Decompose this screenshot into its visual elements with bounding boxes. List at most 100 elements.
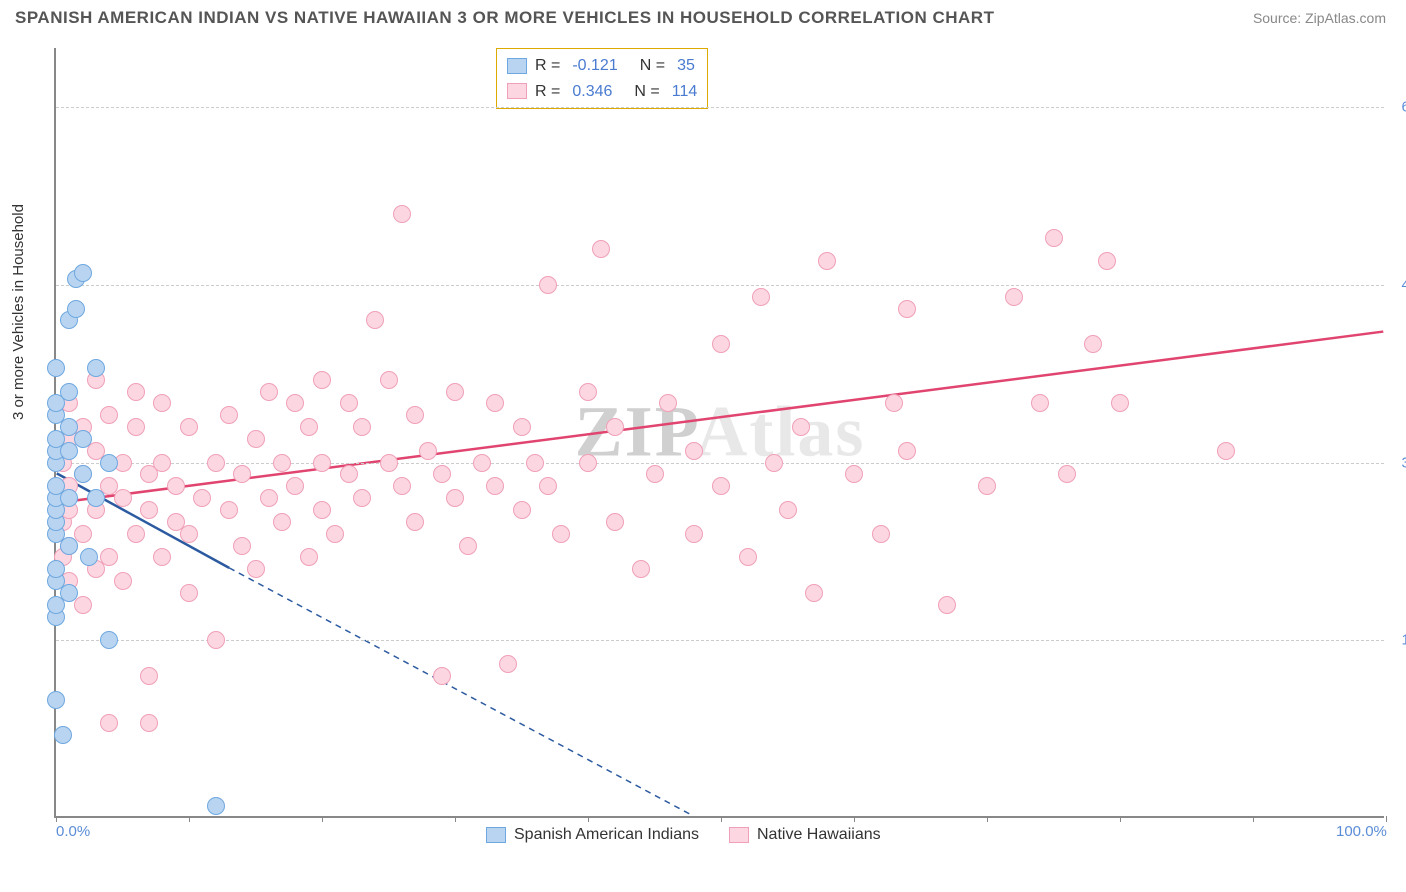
scatter-point — [486, 477, 504, 495]
scatter-point — [67, 300, 85, 318]
scatter-point — [153, 548, 171, 566]
scatter-point — [606, 418, 624, 436]
scatter-point — [393, 477, 411, 495]
scatter-point — [207, 454, 225, 472]
scatter-point — [153, 454, 171, 472]
x-tick-mark — [322, 816, 323, 822]
scatter-point — [127, 383, 145, 401]
scatter-point — [752, 288, 770, 306]
scatter-point — [140, 667, 158, 685]
scatter-point — [393, 205, 411, 223]
scatter-point — [406, 513, 424, 531]
correlation-legend: R =-0.121N =35R =0.346N =114 — [496, 48, 708, 109]
scatter-point — [446, 383, 464, 401]
scatter-point — [632, 560, 650, 578]
scatter-point — [486, 394, 504, 412]
x-tick-mark — [987, 816, 988, 822]
y-tick-label: 30.0% — [1401, 454, 1406, 471]
scatter-point — [1045, 229, 1063, 247]
legend-n-value: 35 — [677, 53, 695, 79]
scatter-point — [712, 477, 730, 495]
scatter-point — [433, 465, 451, 483]
y-tick-label: 15.0% — [1401, 632, 1406, 649]
x-tick-mark — [1120, 816, 1121, 822]
scatter-point — [539, 276, 557, 294]
scatter-point — [74, 465, 92, 483]
scatter-point — [180, 525, 198, 543]
scatter-point — [207, 797, 225, 815]
series-legend-label: Spanish American Indians — [514, 826, 699, 844]
scatter-point — [286, 477, 304, 495]
scatter-point — [805, 584, 823, 602]
scatter-point — [114, 489, 132, 507]
scatter-point — [419, 442, 437, 460]
legend-row: R =0.346N =114 — [507, 79, 697, 105]
series-legend-item: Spanish American Indians — [486, 826, 699, 844]
scatter-point — [140, 501, 158, 519]
scatter-point — [1058, 465, 1076, 483]
scatter-point — [87, 489, 105, 507]
scatter-point — [247, 560, 265, 578]
legend-swatch — [486, 827, 506, 843]
scatter-point — [1217, 442, 1235, 460]
scatter-point — [180, 584, 198, 602]
scatter-point — [685, 525, 703, 543]
scatter-point — [153, 394, 171, 412]
scatter-point — [47, 359, 65, 377]
scatter-point — [1084, 335, 1102, 353]
scatter-point — [114, 572, 132, 590]
gridline-horizontal — [56, 640, 1384, 641]
y-axis-label: 3 or more Vehicles in Household — [10, 204, 27, 420]
scatter-point — [739, 548, 757, 566]
scatter-point — [140, 714, 158, 732]
scatter-point — [406, 406, 424, 424]
scatter-point — [765, 454, 783, 472]
scatter-point — [313, 371, 331, 389]
scatter-point — [74, 430, 92, 448]
scatter-point — [353, 489, 371, 507]
scatter-point — [1111, 394, 1129, 412]
y-tick-label: 60.0% — [1401, 99, 1406, 116]
scatter-point — [513, 501, 531, 519]
scatter-point — [792, 418, 810, 436]
scatter-point — [54, 726, 72, 744]
scatter-point — [313, 501, 331, 519]
chart-title: SPANISH AMERICAN INDIAN VS NATIVE HAWAII… — [15, 8, 994, 28]
scatter-point — [233, 465, 251, 483]
legend-r-label: R = — [535, 53, 560, 79]
scatter-point — [207, 631, 225, 649]
scatter-point — [526, 454, 544, 472]
scatter-point — [552, 525, 570, 543]
scatter-point — [459, 537, 477, 555]
legend-swatch — [729, 827, 749, 843]
legend-r-value: -0.121 — [572, 53, 617, 79]
scatter-point — [1098, 252, 1116, 270]
x-tick-mark — [1253, 816, 1254, 822]
scatter-point — [220, 501, 238, 519]
scatter-point — [193, 489, 211, 507]
series-legend: Spanish American IndiansNative Hawaiians — [486, 826, 881, 844]
scatter-point — [340, 465, 358, 483]
scatter-point — [80, 548, 98, 566]
scatter-point — [220, 406, 238, 424]
scatter-point — [885, 394, 903, 412]
scatter-point — [380, 454, 398, 472]
scatter-point — [127, 418, 145, 436]
scatter-point — [60, 537, 78, 555]
scatter-point — [100, 548, 118, 566]
scatter-point — [180, 418, 198, 436]
scatter-point — [579, 383, 597, 401]
scatter-point — [473, 454, 491, 472]
scatter-point — [513, 418, 531, 436]
scatter-point — [978, 477, 996, 495]
scatter-point — [60, 584, 78, 602]
x-tick-mark — [588, 816, 589, 822]
x-tick-mark — [189, 816, 190, 822]
scatter-point — [499, 655, 517, 673]
scatter-point — [286, 394, 304, 412]
x-tick-mark — [56, 816, 57, 822]
scatter-point — [247, 430, 265, 448]
scatter-point — [579, 454, 597, 472]
scatter-point — [273, 454, 291, 472]
scatter-point — [127, 525, 145, 543]
